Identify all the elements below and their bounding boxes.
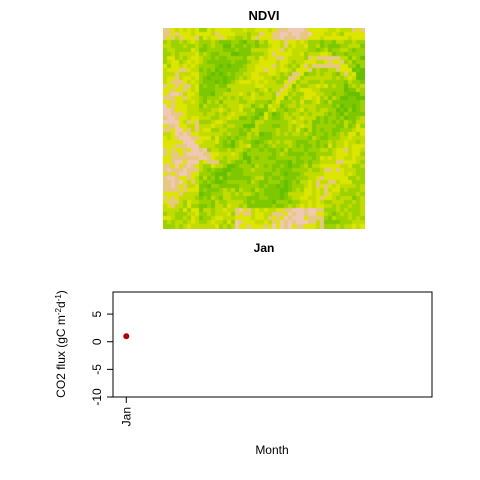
raster-month-label: Jan xyxy=(253,241,275,255)
y-tick-label: -10 xyxy=(90,388,104,406)
x-axis-label: Month xyxy=(255,443,288,457)
raster-title: NDVI xyxy=(248,8,280,23)
y-axis-label-sup2: -1 xyxy=(54,294,63,302)
y-axis-label-main: CO2 flux (gC m xyxy=(54,315,68,398)
y-axis-label-sup1: -2 xyxy=(54,307,63,315)
y-axis: -10 -5 0 5 xyxy=(90,310,114,406)
y-axis-label: CO2 flux (gC m-2d-1) xyxy=(54,290,69,398)
y-tick-label: 0 xyxy=(90,338,104,345)
data-points xyxy=(123,333,130,340)
y-axis-label-mid: d xyxy=(54,301,68,308)
y-tick-label: -5 xyxy=(90,364,104,375)
data-point xyxy=(123,333,130,340)
x-axis: Jan xyxy=(119,397,133,426)
plot-frame xyxy=(112,291,433,398)
y-tick-label: 5 xyxy=(90,310,104,317)
x-tick-label: Jan xyxy=(119,407,133,426)
y-axis-label-end: ) xyxy=(54,290,68,294)
ndvi-raster-map xyxy=(163,28,365,229)
